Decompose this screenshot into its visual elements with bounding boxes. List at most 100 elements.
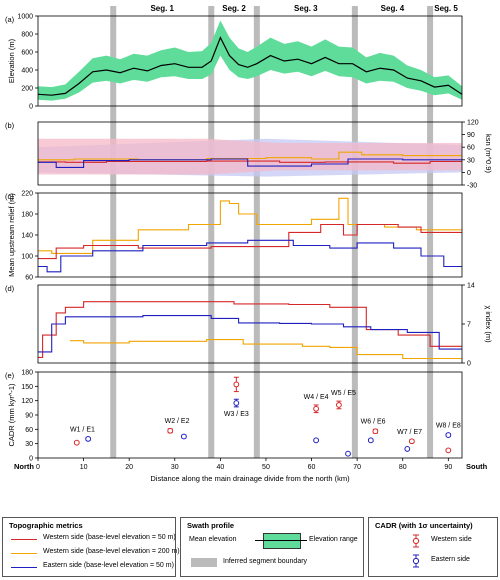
y-tick-label: 60	[25, 275, 33, 282]
panel-d-eastern-50-line	[38, 315, 462, 353]
panel-a-frame	[37, 15, 463, 107]
segment-label: Seg. 1	[150, 4, 174, 13]
cadr-eastern-marker	[313, 437, 320, 444]
segment-boundary-swatch	[191, 558, 217, 567]
swath-legend-title: Swath profile	[187, 521, 235, 530]
panel-e-tag: (e)	[5, 371, 15, 380]
cadr-eastern-marker	[445, 432, 452, 438]
cadr-western-marker	[408, 438, 415, 445]
cadr-point	[367, 437, 374, 444]
x-tick-label: 20	[125, 464, 133, 471]
panel-d-western-200-line	[69, 339, 462, 360]
segment-label: Seg. 5	[434, 4, 458, 13]
y-tick-label: 1000	[17, 14, 33, 21]
y-tick-label: 7	[467, 322, 471, 329]
cadr-western-marker	[313, 404, 320, 414]
topo-legend-title: Topographic metrics	[9, 521, 83, 530]
cadr-point	[445, 447, 452, 454]
y-tick-label: -30	[467, 183, 477, 190]
y-tick-label: 180	[21, 370, 33, 377]
segment-label: Seg. 4	[381, 4, 405, 13]
ksn-western-50-line	[38, 160, 462, 164]
cadr-western-marker	[372, 428, 379, 435]
y-tick-label: 800	[21, 32, 33, 39]
cadr-point	[73, 439, 80, 446]
y-tick-label: 180	[21, 212, 33, 219]
y-tick-label: 90	[25, 413, 33, 420]
cadr-pair-label: W3 / E3	[224, 411, 249, 418]
y-tick-label: 0	[29, 456, 33, 463]
cadr-point	[180, 433, 187, 440]
cadr-western-marker	[233, 376, 240, 393]
eastern-50-legend-label: Eastern side (base-level elevation = 50 …	[43, 562, 174, 569]
western-50-legend-label: Western side (base-level elevation = 50 …	[43, 534, 176, 541]
mean-elev-legend-label: Mean elevation	[189, 536, 237, 543]
cadr-pair-label: W2 / E2	[165, 418, 190, 425]
cadr-point	[404, 446, 411, 452]
panel-c-ylabel: Mean upstream relief (m)	[7, 193, 16, 277]
cadr-point	[233, 381, 240, 388]
y-tick-label: 150	[21, 384, 33, 391]
y-tick-label: 120	[467, 120, 479, 127]
cadr-pair-label: W6 / E6	[361, 418, 386, 425]
y-tick-label: 200	[21, 86, 33, 93]
y-tick-label: 60	[467, 145, 475, 152]
western-200-legend-line	[11, 553, 37, 554]
x-tick-label: 40	[216, 464, 224, 471]
cadr-point	[313, 405, 320, 412]
ksn-eastern-50-line	[38, 158, 462, 168]
x-tick-label: 60	[308, 464, 316, 471]
cadr-eastern-marker	[345, 450, 351, 457]
western-50-legend-line	[11, 539, 37, 540]
cadr-eastern-marker	[85, 435, 92, 442]
mean-elevation-line	[37, 36, 463, 96]
x-axis-label: Distance along the main drainage divide …	[150, 474, 350, 483]
cadr-western-marker	[336, 400, 342, 410]
panel-d-ylabel: χ index (m)	[484, 305, 493, 343]
eastern-50-legend-line	[11, 567, 37, 568]
cadr-western-marker	[73, 439, 80, 446]
western-marker-label: Western side	[431, 536, 472, 543]
cadr-eastern-marker	[404, 446, 411, 452]
swath-legend-box: Swath profile Mean elevation Elevation r…	[180, 517, 364, 577]
y-tick-label: 0	[29, 104, 33, 111]
segment-boundary-bar	[253, 6, 260, 458]
y-tick-label: 600	[21, 50, 33, 57]
cadr-point	[233, 400, 240, 406]
panel-c-frame	[37, 192, 463, 278]
y-tick-label: 0	[467, 170, 471, 177]
mean-elev-legend-line	[255, 540, 307, 541]
x-tick-label: 70	[353, 464, 361, 471]
cadr-eastern-marker	[233, 398, 240, 408]
western-200-legend-label: Western side (base-level elevation = 200…	[43, 548, 180, 555]
cadr-eastern-marker	[367, 437, 374, 444]
y-tick-label: 100	[21, 254, 33, 261]
x-tick-label: 80	[399, 464, 407, 471]
x-axis-south-label: South	[466, 462, 488, 471]
panel-a-tag: (a)	[5, 15, 15, 24]
panel-a-ylabel: Elevation (m)	[7, 38, 16, 83]
y-tick-label: 30	[467, 157, 475, 164]
panel-c-tag: (c)	[5, 192, 14, 201]
cadr-legend-box: CADR (with 1σ uncertainty) Western side …	[368, 517, 498, 577]
segment-boundary-bar	[351, 6, 358, 458]
cadr-point	[313, 437, 320, 444]
western-ksn-band	[38, 138, 462, 175]
x-axis-north-label: North	[14, 462, 34, 471]
segment-boundary-legend-label: Inferred segment boundary	[223, 558, 308, 565]
y-tick-label: 60	[25, 427, 33, 434]
cadr-point	[345, 450, 351, 457]
cadr-point	[445, 432, 452, 438]
panel-e-ylabel: CADR (mm kyr^-1)	[7, 383, 16, 447]
x-tick-label: 10	[80, 464, 88, 471]
western-marker-icon	[412, 534, 420, 548]
y-tick-label: 14	[467, 283, 475, 290]
cadr-pair-label: W7 / E7	[397, 429, 422, 436]
panel-c-eastern-50-line	[38, 239, 462, 273]
segment-boundary-bar	[110, 6, 117, 458]
topo-legend-box: Topographic metrics Western side (base-l…	[2, 517, 180, 577]
panel-c-western-50-line	[38, 223, 462, 260]
panel-e-frame	[37, 371, 463, 459]
cadr-point	[372, 428, 379, 435]
x-tick-label: 50	[262, 464, 270, 471]
